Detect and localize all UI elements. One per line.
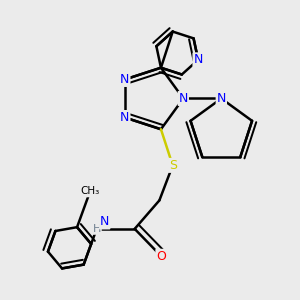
Text: N: N: [120, 73, 130, 86]
Text: N: N: [120, 111, 130, 124]
Text: N: N: [194, 53, 203, 66]
Text: O: O: [156, 250, 166, 263]
Text: N: N: [100, 215, 110, 229]
Text: S: S: [169, 159, 177, 172]
Text: N: N: [178, 92, 188, 105]
Text: CH₃: CH₃: [80, 186, 100, 197]
Text: N: N: [217, 92, 226, 105]
Text: H: H: [92, 224, 101, 234]
